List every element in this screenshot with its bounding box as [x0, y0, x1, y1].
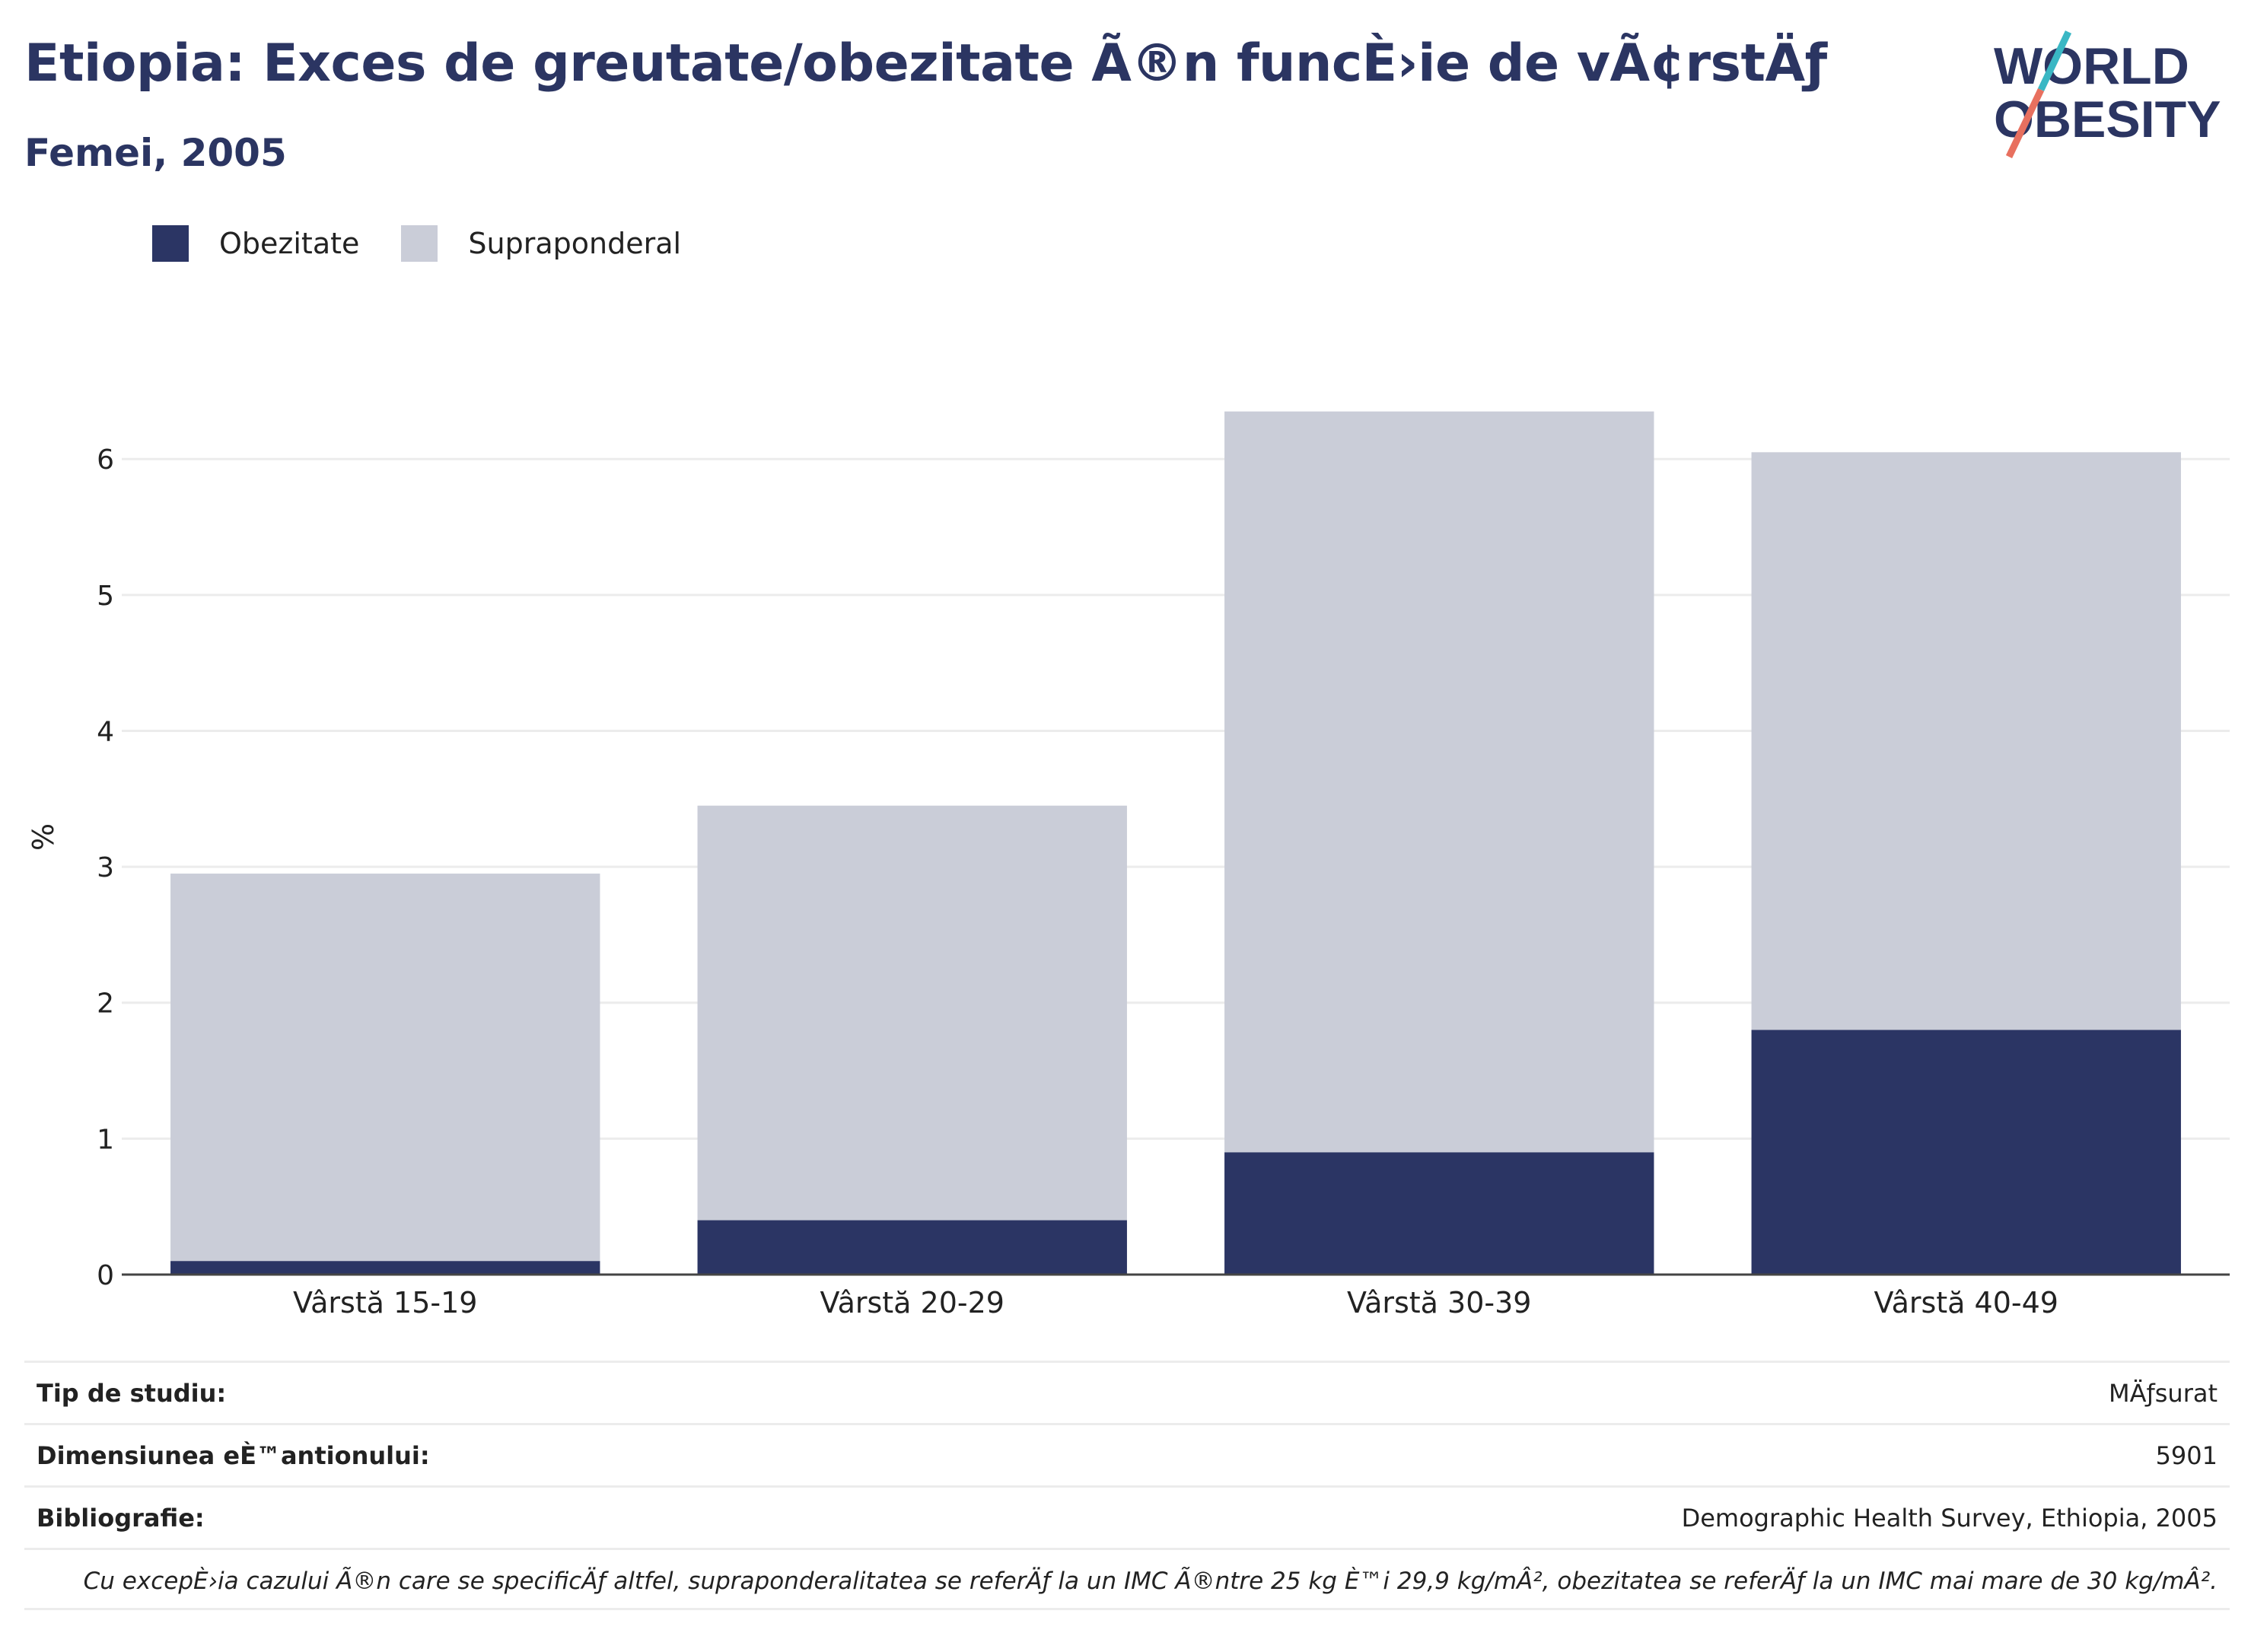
- y-tick-label-4: 4: [97, 716, 114, 747]
- bibliography-label: Bibliografie:: [37, 1503, 205, 1533]
- y-tick-label-1: 1: [97, 1124, 114, 1155]
- legend-label-obesity: Obezitate: [219, 227, 360, 260]
- logo-slash-teal: [2037, 30, 2072, 91]
- world-obesity-logo: WORLD OBESITY: [1994, 30, 2221, 158]
- legend-swatch-obesity: [152, 225, 189, 262]
- study-type-value: MÄƒsurat: [2108, 1378, 2218, 1408]
- sample-size-value: 5901: [2155, 1440, 2218, 1470]
- x-tick-label-2: Vârstă 20-29: [820, 1286, 1005, 1319]
- y-tick-label-2: 2: [97, 988, 114, 1020]
- chart-title: Etiopia: Exces de greutate/obezitate Ã®n…: [24, 33, 1827, 94]
- x-tick-label-3: Vârstă 30-39: [1347, 1286, 1531, 1319]
- stacked-bar-chart: 0 1 2 3 4 5 6% Vârstă 15-19 Vârstă 20-29 Vârstă 3…: [27, 411, 2230, 1319]
- bar-obesity-3: [1224, 1152, 1654, 1275]
- bar-obesity-2: [697, 1220, 1127, 1275]
- logo-slash-coral: [2005, 88, 2045, 158]
- legend-item-overweight[interactable]: Supraponderal: [401, 225, 681, 262]
- y-tick-label-3: 3: [97, 852, 114, 883]
- definition-note: Cu excepÈ›ia cazului Ã®n care se specifi…: [24, 1548, 2230, 1610]
- logo-line-2: OBESITY: [1994, 91, 2221, 148]
- legend-item-obesity[interactable]: Obezitate: [152, 225, 359, 262]
- study-type-label: Tip de studiu:: [37, 1378, 227, 1408]
- x-tick-label-4: Vârstă 40-49: [1874, 1286, 2058, 1319]
- x-tick-label-1: Vârstă 15-19: [293, 1286, 477, 1319]
- bar-obesity-4: [1751, 1030, 2181, 1275]
- y-tick-label-0: 0: [97, 1260, 114, 1291]
- chart-subtitle: Femei, 2005: [24, 131, 287, 175]
- y-tick-label-5: 5: [97, 581, 114, 612]
- bibliography-value: Demographic Health Survey, Ethiopia, 200…: [1681, 1503, 2218, 1533]
- info-table: Tip de studiu: MÄƒsurat Dimensiunea eÈ™a…: [24, 1361, 2230, 1610]
- legend-label-overweight: Supraponderal: [468, 227, 682, 260]
- bar-overweight-1: [170, 874, 600, 1262]
- sample-size-label: Dimensiunea eÈ™antionului:: [37, 1440, 430, 1470]
- logo-line-1: WORLD: [1994, 37, 2189, 95]
- chart-legend: Obezitate Supraponderal: [152, 225, 723, 262]
- info-row-study-type: Tip de studiu: MÄƒsurat: [24, 1361, 2230, 1423]
- bar-overweight-2: [697, 805, 1127, 1221]
- bar-obesity-1: [170, 1261, 600, 1275]
- info-row-sample-size: Dimensiunea eÈ™antionului: 5901: [24, 1423, 2230, 1485]
- y-axis-label: %: [27, 823, 60, 851]
- y-tick-label-6: 6: [97, 444, 114, 476]
- info-row-bibliography: Bibliografie: Demographic Health Survey,…: [24, 1485, 2230, 1548]
- bar-overweight-4: [1751, 452, 2181, 1030]
- bar-overweight-3: [1224, 411, 1654, 1153]
- legend-swatch-overweight: [401, 225, 438, 262]
